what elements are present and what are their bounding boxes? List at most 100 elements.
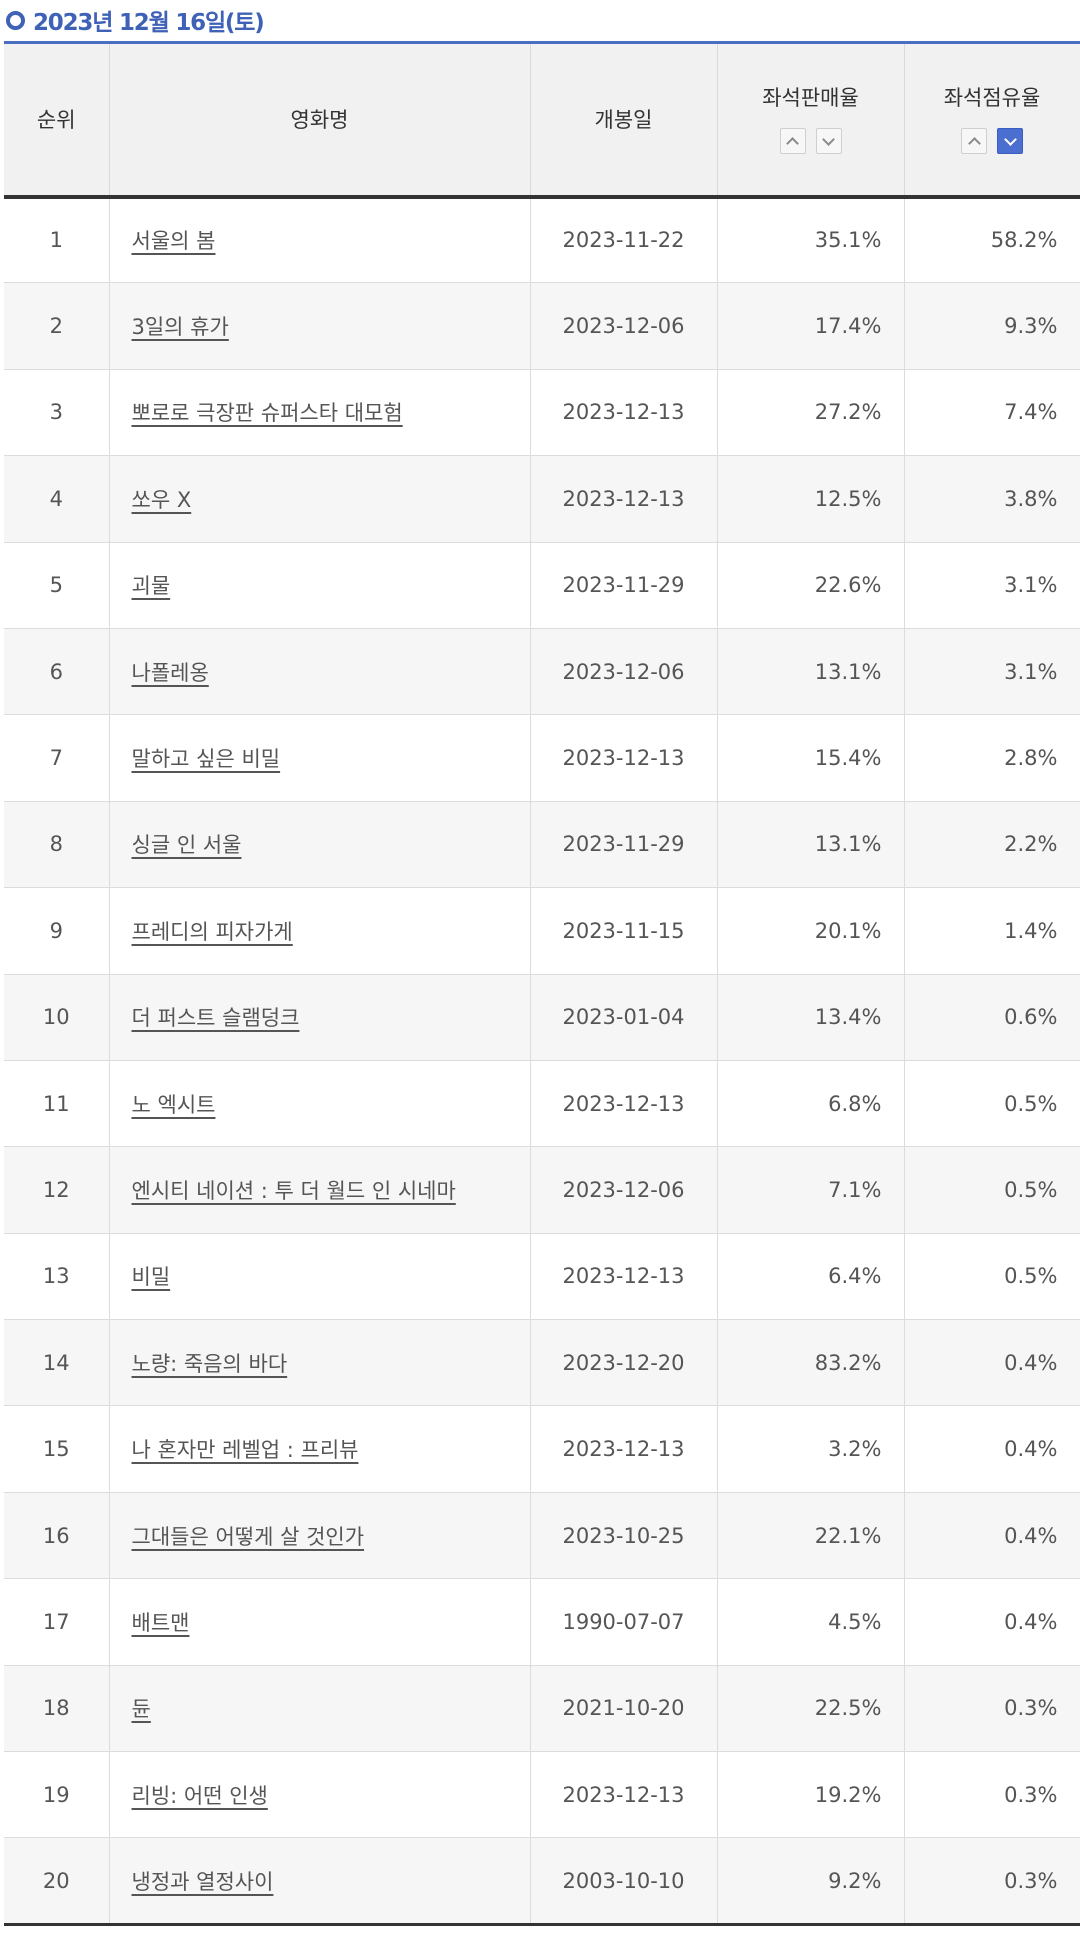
seat-sales-rate-cell: 27.2% <box>717 369 905 456</box>
title-cell: 엔시티 네이션 : 투 더 월드 인 시네마 <box>109 1146 531 1234</box>
table-row: 1 서울의 봄 2023-11-22 35.1% 58.2% <box>4 196 1080 283</box>
box-office-table: 순위 영화명 개봉일 좌석판매율 좌석점유율 <box>4 41 1080 1926</box>
seat-share-cell: 0.4% <box>904 1578 1080 1666</box>
rank-cell: 12 <box>4 1146 110 1234</box>
release-date-cell: 2023-12-20 <box>530 1319 718 1406</box>
rank-cell: 5 <box>4 542 110 629</box>
seat-share-cell: 0.3% <box>904 1837 1080 1925</box>
title-cell: 뽀로로 극장판 슈퍼스타 대모험 <box>109 369 531 456</box>
table-row: 20 냉정과 열정사이 2003-10-10 9.2% 0.3% <box>4 1837 1080 1925</box>
seat-sales-rate-cell: 15.4% <box>717 714 905 802</box>
release-date-cell: 1990-07-07 <box>530 1578 718 1666</box>
sales-sort-controls <box>718 128 904 154</box>
title-cell: 냉정과 열정사이 <box>109 1837 531 1925</box>
seat-share-cell: 3.1% <box>904 628 1080 715</box>
title-cell: 괴물 <box>109 542 531 629</box>
seat-share-cell: 7.4% <box>904 369 1080 456</box>
movie-title-link[interactable]: 더 퍼스트 슬램덩크 <box>131 1006 300 1031</box>
sales-sort-desc-button[interactable] <box>815 128 842 154</box>
release-date-cell: 2023-12-06 <box>530 282 718 370</box>
release-date-cell: 2023-12-13 <box>530 455 718 543</box>
movie-title-link[interactable]: 나 혼자만 레벨업 : 프리뷰 <box>131 1438 359 1463</box>
seat-share-cell: 0.4% <box>904 1492 1080 1579</box>
movie-title-link[interactable]: 말하고 싶은 비밀 <box>131 747 281 772</box>
movie-title-link[interactable]: 프레디의 피자가게 <box>131 919 293 944</box>
table-row: 16 그대들은 어떻게 살 것인가 2023-10-25 22.1% 0.4% <box>4 1492 1080 1579</box>
table-row: 11 노 엑시트 2023-12-13 6.8% 0.5% <box>4 1060 1080 1147</box>
seat-sales-rate-cell: 22.5% <box>717 1665 905 1752</box>
release-date-cell: 2023-12-06 <box>530 1146 718 1234</box>
movie-title-link[interactable]: 싱글 인 서울 <box>131 833 242 858</box>
seat-sales-rate-cell: 12.5% <box>717 455 905 543</box>
sales-sort-asc-button[interactable] <box>779 128 806 154</box>
movie-title-link[interactable]: 배트맨 <box>131 1610 190 1635</box>
seat-sales-rate-cell: 3.2% <box>717 1405 905 1493</box>
table-header: 순위 영화명 개봉일 좌석판매율 좌석점유율 <box>4 42 1080 199</box>
movie-title-link[interactable]: 엔시티 네이션 : 투 더 월드 인 시네마 <box>131 1178 456 1203</box>
movie-title-link[interactable]: 괴물 <box>131 574 171 599</box>
release-date-cell: 2023-12-06 <box>530 628 718 715</box>
title-cell: 리빙: 어떤 인생 <box>109 1751 531 1838</box>
movie-title-link[interactable]: 듄 <box>131 1697 151 1722</box>
movie-title-link[interactable]: 서울의 봄 <box>131 229 216 254</box>
table-row: 17 배트맨 1990-07-07 4.5% 0.4% <box>4 1578 1080 1666</box>
seat-share-cell: 0.5% <box>904 1146 1080 1234</box>
table-row: 2 3일의 휴가 2023-12-06 17.4% 9.3% <box>4 282 1080 370</box>
movie-title-link[interactable]: 냉정과 열정사이 <box>131 1869 274 1894</box>
table-row: 5 괴물 2023-11-29 22.6% 3.1% <box>4 542 1080 629</box>
title-cell: 그대들은 어떻게 살 것인가 <box>109 1492 531 1579</box>
movie-title-link[interactable]: 리빙: 어떤 인생 <box>131 1783 268 1808</box>
movie-title-link[interactable]: 노 엑시트 <box>131 1092 216 1117</box>
rank-cell: 6 <box>4 628 110 715</box>
title-cell: 더 퍼스트 슬램덩크 <box>109 974 531 1061</box>
title-cell: 노 엑시트 <box>109 1060 531 1147</box>
rank-cell: 20 <box>4 1837 110 1925</box>
seat-share-cell: 3.1% <box>904 542 1080 629</box>
movie-title-link[interactable]: 뽀로로 극장판 슈퍼스타 대모험 <box>131 401 403 426</box>
rank-cell: 3 <box>4 369 110 456</box>
seat-share-cell: 1.4% <box>904 887 1080 975</box>
column-header-share: 좌석점유율 <box>904 42 1080 199</box>
movie-title-link[interactable]: 그대들은 어떻게 살 것인가 <box>131 1524 365 1549</box>
rank-cell: 18 <box>4 1665 110 1752</box>
share-sort-desc-button[interactable] <box>997 128 1023 154</box>
rank-cell: 8 <box>4 801 110 888</box>
rank-cell: 1 <box>4 196 110 283</box>
seat-sales-rate-cell: 17.4% <box>717 282 905 370</box>
title-cell: 나폴레옹 <box>109 628 531 715</box>
table-row: 7 말하고 싶은 비밀 2023-12-13 15.4% 2.8% <box>4 714 1080 802</box>
seat-sales-rate-cell: 13.4% <box>717 974 905 1061</box>
column-header-release: 개봉일 <box>530 42 718 199</box>
date-title: 2023년 12월 16일(토) <box>33 10 265 36</box>
table-row: 8 싱글 인 서울 2023-11-29 13.1% 2.2% <box>4 801 1080 888</box>
title-cell: 서울의 봄 <box>109 196 531 283</box>
seat-sales-rate-cell: 13.1% <box>717 801 905 888</box>
share-sort-asc-button[interactable] <box>961 128 987 154</box>
movie-title-link[interactable]: 3일의 휴가 <box>131 315 229 340</box>
rank-cell: 17 <box>4 1578 110 1666</box>
table-row: 18 듄 2021-10-20 22.5% 0.3% <box>4 1665 1080 1752</box>
rank-cell: 14 <box>4 1319 110 1406</box>
seat-sales-rate-cell: 83.2% <box>717 1319 905 1406</box>
movie-title-link[interactable]: 비밀 <box>131 1265 171 1290</box>
column-header-sales: 좌석판매율 <box>717 42 905 199</box>
release-date-cell: 2023-10-25 <box>530 1492 718 1579</box>
rank-cell: 13 <box>4 1233 110 1320</box>
title-cell: 말하고 싶은 비밀 <box>109 714 531 802</box>
chevron-down-icon <box>822 132 835 146</box>
table-row: 4 쏘우 X 2023-12-13 12.5% 3.8% <box>4 455 1080 543</box>
seat-share-cell: 0.6% <box>904 974 1080 1061</box>
rank-cell: 7 <box>4 714 110 802</box>
column-header-sales-label: 좌석판매율 <box>762 86 859 110</box>
header-row: 순위 영화명 개봉일 좌석판매율 좌석점유율 <box>4 42 1080 199</box>
release-date-cell: 2023-12-13 <box>530 369 718 456</box>
seat-sales-rate-cell: 6.4% <box>717 1233 905 1320</box>
column-header-share-label: 좌석점유율 <box>943 86 1041 110</box>
movie-title-link[interactable]: 나폴레옹 <box>131 660 209 685</box>
seat-sales-rate-cell: 13.1% <box>717 628 905 715</box>
column-header-title: 영화명 <box>109 42 531 199</box>
title-cell: 3일의 휴가 <box>109 282 531 370</box>
table-row: 10 더 퍼스트 슬램덩크 2023-01-04 13.4% 0.6% <box>4 974 1080 1061</box>
movie-title-link[interactable]: 쏘우 X <box>131 487 192 512</box>
movie-title-link[interactable]: 노량: 죽음의 바다 <box>131 1351 288 1376</box>
